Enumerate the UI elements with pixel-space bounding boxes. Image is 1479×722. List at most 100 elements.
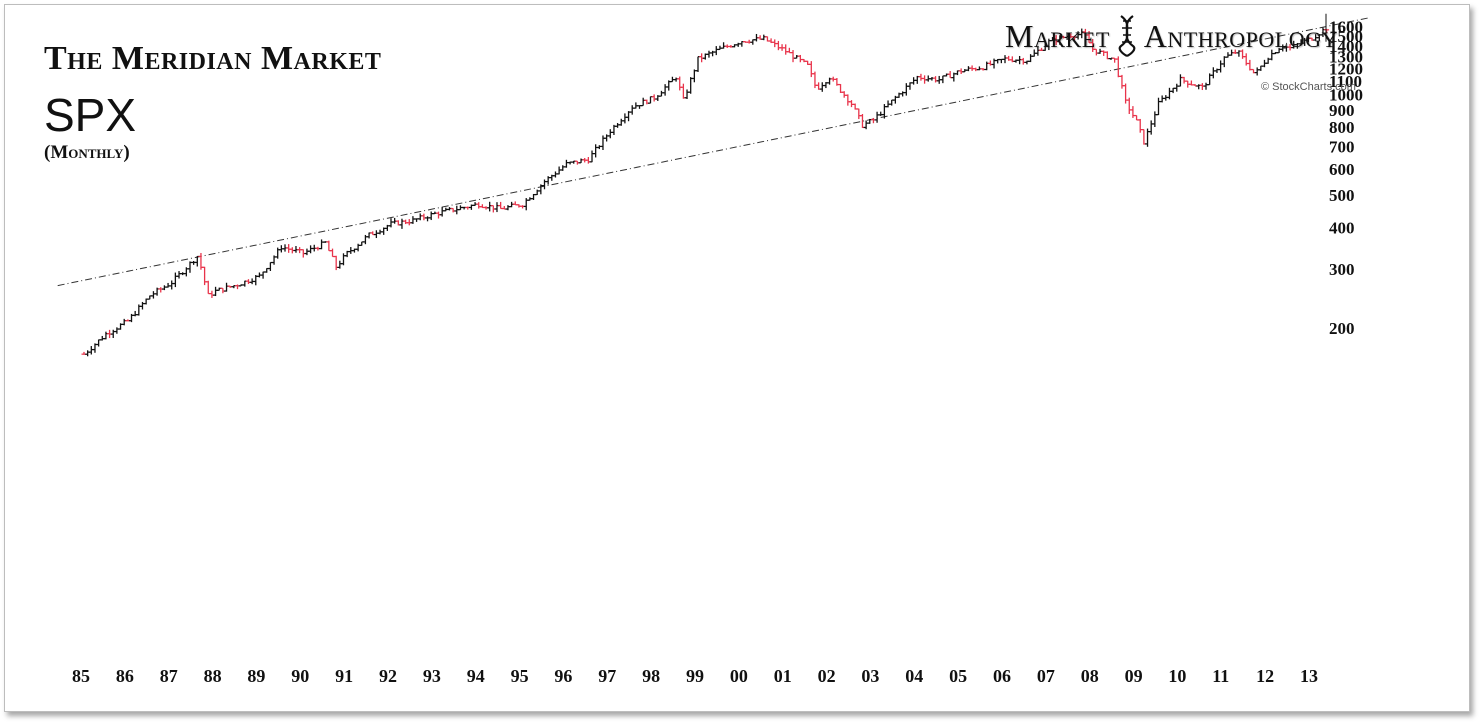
- ohlc-bar: [838, 83, 844, 93]
- ohlc-bar: [388, 218, 394, 228]
- y-tick-label: 1300: [1329, 48, 1363, 67]
- ohlc-bar: [819, 82, 825, 92]
- ohlc-bar: [1210, 67, 1216, 79]
- ohlc-bar: [260, 271, 266, 279]
- ohlc-bar: [286, 244, 292, 253]
- stockcharts-credit: © StockCharts.com: [1261, 81, 1356, 93]
- ohlc-bar: [209, 290, 215, 298]
- ohlc-bar: [940, 75, 946, 84]
- ohlc-bar: [1166, 87, 1172, 100]
- x-tick-label: 04: [905, 666, 923, 686]
- brand-left: Market: [1005, 17, 1110, 54]
- ohlc-bar: [889, 99, 895, 106]
- x-tick-label: 06: [993, 666, 1011, 686]
- x-tick-label: 86: [116, 666, 134, 686]
- ohlc-bar: [1137, 118, 1143, 133]
- ohlc-bar: [1156, 97, 1161, 116]
- ohlc-bar: [172, 272, 178, 288]
- ohlc-bar: [158, 287, 164, 293]
- ohlc-bar: [647, 96, 653, 104]
- ohlc-bar: [176, 271, 182, 279]
- x-tick-label: 11: [1212, 666, 1229, 686]
- ohlc-bar: [245, 279, 251, 285]
- ohlc-bar: [337, 260, 343, 269]
- ohlc-bar: [132, 310, 138, 317]
- ohlc-bar: [947, 71, 953, 79]
- ohlc-bar: [761, 34, 767, 41]
- ohlc-bar: [165, 282, 171, 288]
- ohlc-bar: [187, 261, 193, 273]
- ohlc-bar: [903, 83, 909, 96]
- ohlc-bar: [585, 157, 591, 164]
- ohlc-bar: [1174, 83, 1180, 92]
- ohlc-bar: [476, 202, 482, 209]
- ohlc-bar: [775, 40, 781, 51]
- ohlc-bar: [673, 77, 679, 82]
- ohlc-bar: [662, 84, 668, 96]
- ohlc-bar: [845, 94, 851, 106]
- ohlc-bar: [706, 50, 712, 58]
- ohlc-bar: [88, 346, 94, 355]
- ohlc-bar: [373, 230, 379, 239]
- ohlc-bar: [1247, 59, 1253, 71]
- chart-subtitle: The Meridian Market: [44, 40, 382, 77]
- ohlc-bar: [319, 239, 325, 250]
- ohlc-bar: [874, 111, 880, 123]
- ohlc-bar: [578, 158, 584, 164]
- x-tick-label: 88: [204, 666, 222, 686]
- x-tick-label: 94: [467, 666, 485, 686]
- ohlc-bar: [859, 113, 865, 129]
- x-tick-label: 90: [291, 666, 309, 686]
- ohlc-bar: [161, 285, 167, 291]
- ohlc-bar: [1119, 74, 1125, 89]
- x-tick-label: 87: [160, 666, 178, 686]
- ohlc-bar: [326, 240, 332, 252]
- y-tick-label: 1400: [1329, 37, 1363, 56]
- ohlc-bar: [235, 284, 240, 290]
- ohlc-bar: [593, 144, 599, 158]
- x-tick-label: 03: [861, 666, 879, 686]
- ohlc-bar: [494, 202, 500, 213]
- y-tick-label: 300: [1329, 260, 1355, 279]
- ohlc-bar: [783, 44, 789, 55]
- ohlc-bar: [542, 179, 547, 190]
- x-tick-label: 98: [642, 666, 660, 686]
- ohlc-bar: [684, 89, 690, 100]
- y-tick-label: 1500: [1329, 27, 1363, 46]
- ohlc-bar: [721, 42, 727, 49]
- x-tick-label: 07: [1037, 666, 1055, 686]
- ohlc-bar: [878, 111, 884, 117]
- ohlc-bar: [695, 56, 701, 73]
- ohlc-bar: [498, 201, 504, 210]
- ohlc-bar: [505, 205, 511, 211]
- ohlc-bar: [1148, 120, 1154, 135]
- x-tick-label: 97: [598, 666, 616, 686]
- ohlc-bar: [213, 286, 219, 297]
- ohlc-bar: [1115, 56, 1121, 78]
- x-tick-label: 02: [818, 666, 836, 686]
- x-tick-label: 12: [1256, 666, 1274, 686]
- ohlc-bar: [417, 213, 423, 221]
- ohlc-bar: [1254, 67, 1260, 76]
- ohlc-bar: [629, 105, 635, 115]
- ohlc-bar: [85, 350, 91, 357]
- x-tick-label: 08: [1081, 666, 1099, 686]
- ohlc-bar: [651, 94, 657, 102]
- ohlc-bar: [103, 331, 109, 340]
- y-tick-label: 500: [1329, 186, 1355, 205]
- ohlc-bar: [1130, 106, 1136, 118]
- y-tick-label: 800: [1329, 118, 1355, 137]
- dna-helix-icon: [1110, 14, 1144, 58]
- ohlc-bar: [841, 91, 847, 98]
- ohlc-bar: [563, 159, 569, 168]
- ohlc-bar: [677, 76, 683, 91]
- ohlc-bar: [849, 100, 854, 108]
- ohlc-bar: [640, 97, 646, 107]
- ohlc-bar: [267, 261, 273, 271]
- ohlc-bar: [403, 219, 409, 225]
- ohlc-bar: [607, 129, 613, 139]
- ohlc-bar: [308, 245, 314, 254]
- ohlc-bar: [808, 61, 814, 78]
- ohlc-bar: [421, 213, 427, 221]
